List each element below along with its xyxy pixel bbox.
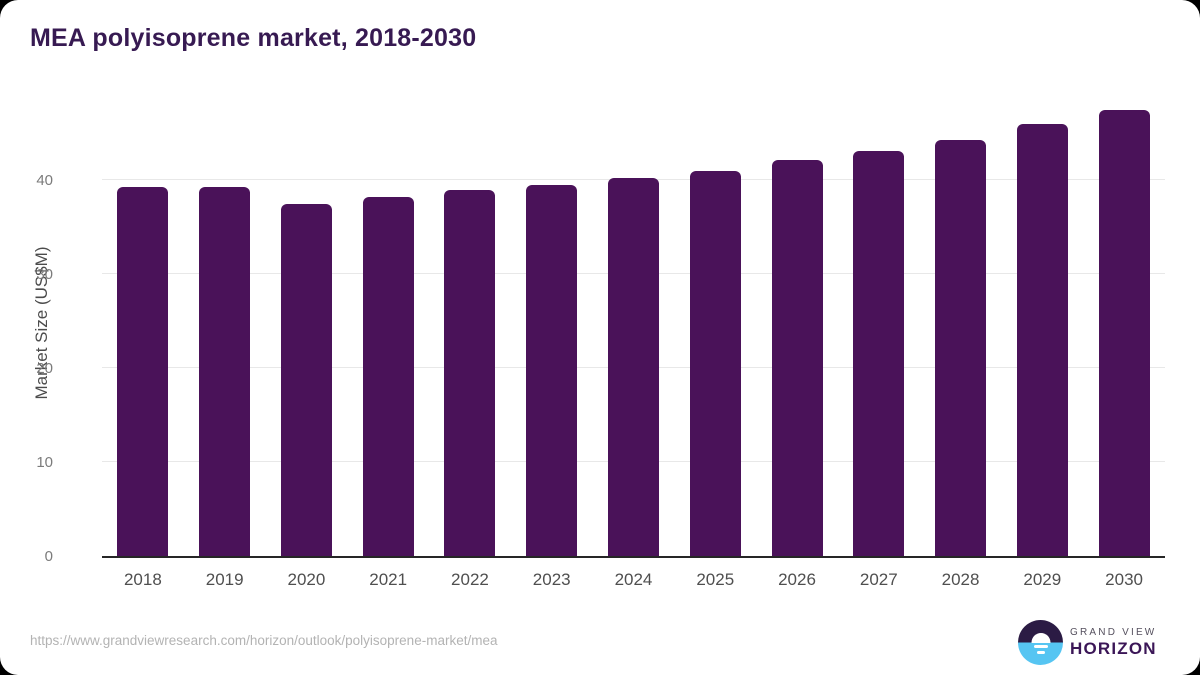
bar-2027: [853, 150, 905, 556]
source-url: https://www.grandviewresearch.com/horizo…: [30, 633, 498, 648]
bar-band-2020: [266, 88, 348, 556]
x-tick-label-2022: 2022: [451, 570, 489, 589]
x-tick-label-2024: 2024: [614, 570, 653, 589]
bar-band-2026: [756, 88, 838, 556]
x-tick-label-2019: 2019: [205, 570, 244, 589]
bar-2030: [1098, 109, 1150, 556]
y-tick-label-10: 10: [36, 454, 53, 471]
bar-series: [102, 88, 1165, 556]
bar-band-2025: [674, 88, 756, 556]
bar-band-2022: [429, 88, 511, 556]
bar-2022: [444, 190, 496, 556]
x-tick-label-2018: 2018: [123, 570, 162, 589]
logo-brand-bottom: HORIZON: [1070, 638, 1157, 658]
x-tick-label-2021: 2021: [369, 570, 408, 589]
bar-2028: [935, 139, 987, 556]
x-tick-label-2028: 2028: [941, 570, 980, 589]
sunrise-over-water-icon: [1018, 620, 1063, 665]
logo-brand-top: GRAND VIEW: [1070, 626, 1157, 638]
bar-band-2030: [1083, 88, 1165, 556]
y-tick-label-40: 40: [36, 172, 53, 189]
water-ripple-icon: [1033, 645, 1048, 648]
x-tick-label-2025: 2025: [696, 570, 735, 589]
bar-2018: [117, 186, 169, 556]
bar-2024: [607, 178, 659, 556]
chart-title: MEA polyisoprene market, 2018-2030: [30, 24, 477, 52]
grand-view-horizon-logo: GRAND VIEW HORIZON: [1018, 620, 1157, 665]
x-tick-label-2020: 2020: [287, 570, 326, 589]
bar-band-2024: [593, 88, 675, 556]
bar-2023: [526, 184, 578, 556]
bar-2029: [1016, 123, 1068, 556]
bar-band-2023: [511, 88, 593, 556]
bar-band-2028: [920, 88, 1002, 556]
bar-2025: [689, 170, 741, 556]
bar-band-2019: [184, 88, 266, 556]
x-axis-labels: 2018 2019 2020 2021 2022 2023 2024 2025 2026 2027…: [102, 570, 1165, 590]
y-tick-label-20: 20: [36, 360, 53, 377]
x-tick-label-2027: 2027: [859, 570, 898, 589]
x-tick-label-2030: 2030: [1105, 570, 1143, 589]
bar-2021: [362, 196, 414, 556]
y-tick-label-0: 0: [44, 548, 53, 565]
bar-2026: [771, 160, 823, 556]
x-tick-label-2026: 2026: [778, 570, 816, 589]
water-ripple-icon: [1036, 651, 1045, 654]
x-tick-label-2029: 2029: [1023, 570, 1062, 589]
bar-band-2021: [347, 88, 429, 556]
bar-band-2029: [1001, 88, 1083, 556]
bar-band-2018: [102, 88, 184, 556]
sun-icon: [1031, 632, 1050, 643]
bar-2020: [280, 203, 332, 556]
bar-2019: [199, 186, 251, 556]
bar-band-2027: [838, 88, 920, 556]
logo-wordmark: GRAND VIEW HORIZON: [1070, 627, 1157, 659]
x-tick-label-2023: 2023: [532, 570, 571, 589]
plot-area: 0 10 20 30 40: [36, 88, 1165, 565]
y-tick-label-30: 30: [36, 266, 53, 283]
